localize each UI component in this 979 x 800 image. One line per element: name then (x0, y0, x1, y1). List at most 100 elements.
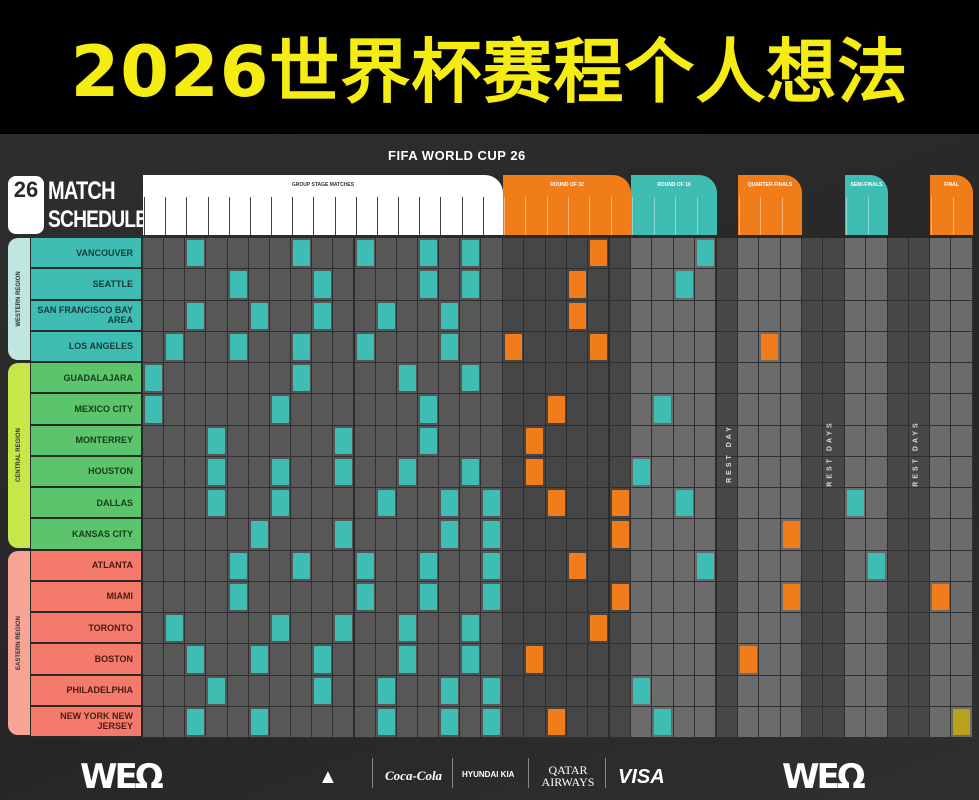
r32-match-cell[interactable] (611, 583, 629, 610)
group-match-cell[interactable] (419, 271, 437, 298)
group-match-cell[interactable] (483, 552, 501, 579)
group-match-cell[interactable] (335, 521, 353, 548)
group-match-cell[interactable] (335, 615, 353, 642)
f-match-cell[interactable] (953, 708, 971, 735)
group-match-cell[interactable] (462, 271, 480, 298)
group-match-cell[interactable] (229, 552, 247, 579)
r32-match-cell[interactable] (547, 708, 565, 735)
group-match-cell[interactable] (229, 583, 247, 610)
r32-match-cell[interactable] (505, 333, 522, 360)
group-match-cell[interactable] (419, 552, 437, 579)
group-match-cell[interactable] (271, 615, 289, 642)
r32-match-cell[interactable] (590, 615, 608, 642)
group-match-cell[interactable] (314, 677, 332, 704)
group-match-cell[interactable] (314, 271, 332, 298)
group-match-cell[interactable] (398, 646, 416, 673)
group-match-cell[interactable] (250, 521, 268, 548)
group-match-cell[interactable] (483, 708, 501, 735)
qf-match-cell[interactable] (761, 333, 779, 360)
group-match-cell[interactable] (314, 302, 332, 329)
group-match-cell[interactable] (377, 490, 395, 517)
r32-match-cell[interactable] (611, 490, 629, 517)
group-match-cell[interactable] (419, 240, 437, 267)
group-match-cell[interactable] (145, 396, 162, 423)
group-match-cell[interactable] (398, 615, 416, 642)
r32-match-cell[interactable] (590, 240, 608, 267)
group-match-cell[interactable] (398, 458, 416, 485)
group-match-cell[interactable] (483, 583, 501, 610)
group-match-cell[interactable] (293, 333, 311, 360)
group-match-cell[interactable] (187, 302, 205, 329)
r32-match-cell[interactable] (568, 302, 586, 329)
group-match-cell[interactable] (462, 615, 480, 642)
r32-match-cell[interactable] (611, 521, 629, 548)
group-match-cell[interactable] (398, 365, 416, 392)
qf-match-cell[interactable] (782, 583, 800, 610)
r16-match-cell[interactable] (633, 677, 650, 704)
group-match-cell[interactable] (250, 646, 268, 673)
group-match-cell[interactable] (441, 333, 459, 360)
group-match-cell[interactable] (250, 708, 268, 735)
group-match-cell[interactable] (335, 458, 353, 485)
group-match-cell[interactable] (293, 552, 311, 579)
r16-match-cell[interactable] (675, 490, 693, 517)
group-match-cell[interactable] (441, 302, 459, 329)
group-match-cell[interactable] (356, 240, 374, 267)
r32-match-cell[interactable] (547, 490, 565, 517)
r16-match-cell[interactable] (633, 458, 650, 485)
group-match-cell[interactable] (441, 521, 459, 548)
sf-match-cell[interactable] (847, 490, 864, 517)
group-match-cell[interactable] (335, 427, 353, 454)
r16-match-cell[interactable] (654, 708, 672, 735)
group-match-cell[interactable] (441, 708, 459, 735)
group-match-cell[interactable] (145, 365, 162, 392)
sf-match-cell[interactable] (868, 552, 886, 579)
r32-match-cell[interactable] (590, 333, 608, 360)
group-match-cell[interactable] (166, 615, 184, 642)
f-match-cell[interactable] (932, 583, 949, 610)
group-match-cell[interactable] (419, 583, 437, 610)
group-match-cell[interactable] (229, 333, 247, 360)
r16-match-cell[interactable] (675, 271, 693, 298)
group-match-cell[interactable] (356, 583, 374, 610)
group-match-cell[interactable] (441, 490, 459, 517)
group-match-cell[interactable] (271, 490, 289, 517)
group-match-cell[interactable] (187, 708, 205, 735)
qf-match-cell[interactable] (782, 521, 800, 548)
r32-match-cell[interactable] (526, 427, 544, 454)
r32-match-cell[interactable] (526, 646, 544, 673)
group-match-cell[interactable] (208, 427, 226, 454)
group-match-cell[interactable] (483, 490, 501, 517)
group-match-cell[interactable] (208, 677, 226, 704)
group-match-cell[interactable] (377, 708, 395, 735)
r32-match-cell[interactable] (547, 396, 565, 423)
group-match-cell[interactable] (229, 271, 247, 298)
group-match-cell[interactable] (293, 365, 311, 392)
group-match-cell[interactable] (441, 677, 459, 704)
r16-match-cell[interactable] (696, 552, 714, 579)
group-match-cell[interactable] (483, 677, 501, 704)
r32-match-cell[interactable] (568, 552, 586, 579)
group-match-cell[interactable] (462, 458, 480, 485)
group-match-cell[interactable] (483, 521, 501, 548)
group-match-cell[interactable] (419, 427, 437, 454)
r16-match-cell[interactable] (654, 396, 672, 423)
group-match-cell[interactable] (462, 240, 480, 267)
group-match-cell[interactable] (377, 302, 395, 329)
group-match-cell[interactable] (356, 552, 374, 579)
group-match-cell[interactable] (271, 396, 289, 423)
group-match-cell[interactable] (462, 646, 480, 673)
group-match-cell[interactable] (208, 490, 226, 517)
qf-match-cell[interactable] (740, 646, 757, 673)
group-match-cell[interactable] (314, 646, 332, 673)
group-match-cell[interactable] (250, 302, 268, 329)
r16-match-cell[interactable] (696, 240, 714, 267)
r32-match-cell[interactable] (526, 458, 544, 485)
group-match-cell[interactable] (293, 240, 311, 267)
group-match-cell[interactable] (208, 458, 226, 485)
group-match-cell[interactable] (187, 646, 205, 673)
group-match-cell[interactable] (419, 396, 437, 423)
group-match-cell[interactable] (356, 333, 374, 360)
r32-match-cell[interactable] (568, 271, 586, 298)
group-match-cell[interactable] (166, 333, 184, 360)
